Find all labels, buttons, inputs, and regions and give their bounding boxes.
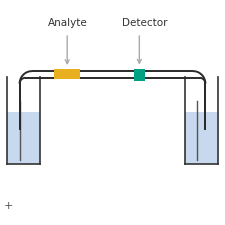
Text: Detector: Detector: [122, 18, 168, 27]
Text: Analyte: Analyte: [48, 18, 88, 27]
Bar: [7, 112, 40, 164]
Bar: [134, 69, 145, 81]
Text: +: +: [4, 201, 14, 211]
Bar: [54, 69, 80, 79]
Bar: [185, 112, 218, 164]
